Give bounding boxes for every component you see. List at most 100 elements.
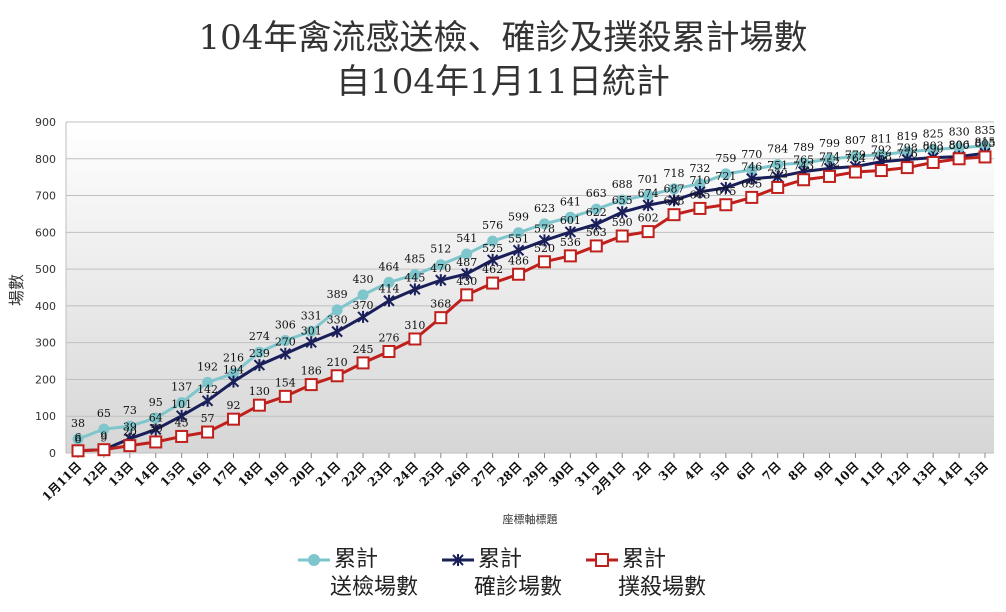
data-label: 45 <box>175 416 189 429</box>
data-point-culled <box>537 255 551 269</box>
data-label: 798 <box>897 142 918 155</box>
data-point-culled <box>304 378 318 392</box>
data-point-inspection <box>875 149 887 161</box>
x-tick-label: 29日 <box>520 459 550 489</box>
y-tick-label: 400 <box>35 300 56 313</box>
data-label: 576 <box>482 219 503 232</box>
data-point-confirmed <box>694 185 706 198</box>
data-point-inspection <box>124 420 136 432</box>
data-label: 710 <box>689 174 710 187</box>
data-point-confirmed <box>331 325 343 338</box>
data-point-inspection <box>772 159 784 171</box>
data-label: 486 <box>508 254 529 267</box>
data-point-culled <box>926 155 940 169</box>
data-point-confirmed <box>435 274 447 287</box>
y-tick-label: 700 <box>35 190 56 203</box>
data-label: 764 <box>845 152 866 165</box>
data-point-confirmed <box>150 423 162 436</box>
x-tick-label: 12日 <box>80 459 110 489</box>
data-label: 590 <box>612 216 633 229</box>
data-point-inspection <box>668 183 680 195</box>
chart-subtitle: 自104年1月11日統計 <box>336 62 670 102</box>
data-label: 759 <box>715 152 736 165</box>
data-point-culled <box>874 164 888 178</box>
data-label: 92 <box>226 399 240 412</box>
data-point-culled <box>900 161 914 175</box>
data-label: 752 <box>819 156 840 169</box>
x-tick-label: 14日 <box>935 459 965 489</box>
data-point-culled <box>226 412 240 426</box>
x-tick-label: 28日 <box>494 459 524 489</box>
data-label: 792 <box>871 144 892 157</box>
x-tick-label: 11日 <box>857 459 887 489</box>
data-point-inspection <box>253 346 265 358</box>
data-point-culled <box>356 356 370 370</box>
data-point-confirmed <box>590 218 602 231</box>
data-label: 414 <box>378 283 399 296</box>
data-point-culled <box>771 180 785 194</box>
data-label: 674 <box>638 187 659 200</box>
data-label: 799 <box>819 137 840 150</box>
legend-label-1: 累計 <box>478 547 523 572</box>
data-point-inspection <box>383 276 395 288</box>
y-tick-label: 0 <box>49 447 56 460</box>
x-tick-label: 8日 <box>785 459 809 483</box>
data-point-confirmed <box>201 394 214 407</box>
data-label: 805 <box>975 137 996 150</box>
y-tick-label: 900 <box>35 116 56 129</box>
data-point-inspection <box>901 146 913 158</box>
data-label: 623 <box>534 202 555 215</box>
data-label: 470 <box>430 262 451 275</box>
data-label: 30 <box>149 422 163 435</box>
y-tick-label: 500 <box>35 263 56 276</box>
data-label: 270 <box>275 336 296 349</box>
data-point-culled <box>123 439 137 453</box>
data-point-culled <box>667 208 681 222</box>
data-label: 641 <box>560 195 581 208</box>
data-label: 601 <box>560 214 581 227</box>
legend-label-2: 撲殺場數 <box>618 575 707 600</box>
data-point-culled <box>382 344 396 358</box>
data-label: 825 <box>923 128 944 141</box>
x-tick-label: 17日 <box>209 459 239 489</box>
data-point-culled <box>615 229 629 243</box>
data-label: 306 <box>275 318 296 331</box>
data-point-inspection <box>72 433 84 445</box>
data-label: 806 <box>949 139 970 152</box>
data-point-culled <box>97 443 111 457</box>
data-label: 599 <box>508 211 529 224</box>
data-label: 774 <box>819 150 840 163</box>
data-point-inspection <box>564 211 576 223</box>
data-label: 73 <box>123 404 137 417</box>
data-label: 330 <box>327 314 348 327</box>
data-label: 811 <box>871 133 892 146</box>
data-point-culled <box>563 249 577 263</box>
data-point-inspection <box>824 153 836 165</box>
data-point-confirmed <box>409 283 421 296</box>
data-label: 803 <box>923 140 944 153</box>
data-label: 487 <box>456 256 477 269</box>
data-label: 239 <box>249 347 270 360</box>
x-tick-label: 19日 <box>261 459 291 489</box>
x-tick-label: 23日 <box>365 459 395 489</box>
data-label: 622 <box>586 206 607 219</box>
data-label: 551 <box>508 232 529 245</box>
x-tick-label: 10日 <box>831 459 861 489</box>
data-label: 563 <box>586 226 607 239</box>
data-point-inspection <box>642 189 654 201</box>
data-point-inspection <box>849 150 861 162</box>
data-point-confirmed <box>357 310 369 323</box>
x-tick-label: 22日 <box>339 459 369 489</box>
data-point-inspection <box>461 248 473 260</box>
data-label: 721 <box>715 170 736 183</box>
data-label: 389 <box>327 288 348 301</box>
data-label: 430 <box>456 275 477 288</box>
x-tick-label: 20日 <box>287 459 317 489</box>
data-point-culled <box>330 369 344 383</box>
data-label: 525 <box>482 242 503 255</box>
x-tick-label: 15日 <box>961 459 991 489</box>
data-label: 722 <box>767 167 788 180</box>
data-point-inspection <box>694 178 706 190</box>
legend-item-culled: 累計 撲殺場數 <box>586 546 706 602</box>
data-label: 274 <box>249 330 270 343</box>
